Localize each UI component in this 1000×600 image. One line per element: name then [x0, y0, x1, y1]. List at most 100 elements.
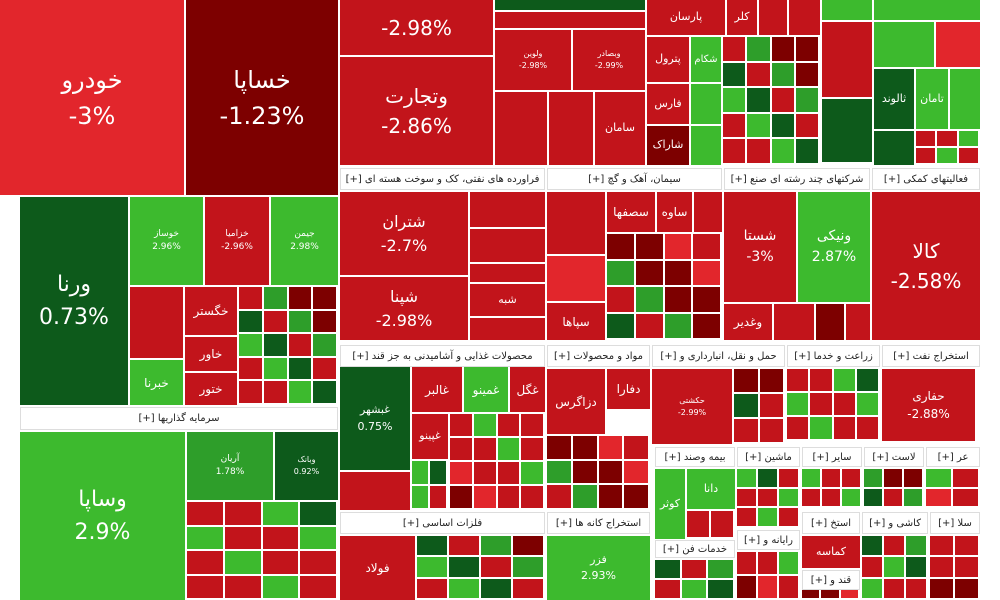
stock-tile[interactable] [262, 526, 299, 549]
stock-tile[interactable] [708, 560, 733, 578]
stock-tile[interactable]: کلر [727, 0, 757, 35]
stock-tile[interactable] [687, 511, 709, 537]
stock-tile[interactable] [450, 438, 472, 460]
stock-tile[interactable] [747, 139, 770, 163]
stock-tile[interactable]: شتران -2.7% [340, 192, 468, 275]
stock-tile[interactable] [430, 461, 446, 484]
stock-tile[interactable] [779, 552, 798, 574]
stock-tile[interactable] [795, 139, 818, 163]
stock-tile[interactable] [681, 580, 707, 598]
stock-tile[interactable] [300, 575, 336, 598]
sector-header[interactable]: رایانه و [+] [737, 530, 800, 550]
stock-tile[interactable] [449, 536, 479, 556]
stock-tile[interactable] [547, 460, 571, 484]
stock-tile[interactable] [795, 113, 818, 138]
stock-tile[interactable] [263, 334, 287, 356]
stock-tile[interactable] [547, 192, 605, 254]
stock-tile[interactable] [930, 578, 953, 598]
stock-tile[interactable] [953, 469, 978, 487]
stock-tile[interactable] [263, 357, 287, 380]
stock-tile[interactable] [711, 511, 733, 537]
stock-tile[interactable] [955, 557, 978, 577]
stock-tile[interactable]: غالبر [412, 367, 462, 412]
stock-tile[interactable] [412, 461, 428, 484]
stock-tile[interactable] [862, 536, 882, 556]
stock-tile[interactable] [747, 88, 770, 112]
stock-tile[interactable] [635, 313, 663, 338]
stock-tile[interactable] [693, 287, 720, 312]
stock-tile[interactable]: ولوین -2.98% [495, 30, 571, 90]
stock-tile[interactable] [937, 131, 957, 146]
stock-tile[interactable] [771, 62, 794, 87]
stock-tile[interactable] [747, 113, 770, 138]
stock-tile[interactable] [572, 485, 597, 508]
stock-tile[interactable] [187, 526, 223, 549]
stock-tile[interactable] [300, 551, 336, 574]
stock-tile[interactable] [495, 92, 547, 165]
stock-tile[interactable] [635, 234, 663, 259]
stock-tile[interactable]: پترول [647, 37, 689, 82]
stock-tile[interactable] [810, 369, 832, 391]
stock-tile[interactable] [470, 229, 545, 262]
stock-tile[interactable] [937, 148, 957, 163]
stock-tile[interactable] [906, 536, 926, 556]
stock-tile[interactable] [810, 393, 832, 415]
stock-tile[interactable] [862, 557, 882, 577]
stock-tile[interactable] [856, 393, 878, 415]
stock-tile[interactable] [955, 536, 978, 556]
stock-tile[interactable] [758, 488, 777, 507]
stock-tile[interactable] [795, 62, 818, 87]
stock-tile[interactable] [787, 369, 809, 391]
stock-tile[interactable] [737, 488, 756, 507]
stock-tile[interactable]: خگستر [185, 287, 237, 335]
sector-header[interactable]: شرکتهای چند رشته ای صنع [+] [724, 168, 870, 190]
stock-tile[interactable] [449, 578, 479, 598]
sector-header[interactable]: لاست [+] [864, 447, 924, 467]
stock-tile[interactable] [598, 460, 623, 484]
stock-tile[interactable]: شپنا -2.98% [340, 277, 468, 340]
stock-tile[interactable]: غبشهر 0.75% [340, 367, 410, 470]
stock-tile[interactable]: کالا -2.58% [872, 192, 980, 340]
stock-tile[interactable] [874, 131, 914, 165]
stock-tile[interactable] [884, 536, 904, 556]
stock-tile[interactable] [842, 469, 860, 487]
stock-tile[interactable] [547, 436, 571, 459]
stock-tile[interactable] [497, 438, 520, 460]
stock-tile[interactable] [239, 381, 262, 403]
stock-tile[interactable] [224, 502, 261, 525]
stock-tile[interactable] [263, 310, 287, 333]
stock-tile[interactable] [734, 419, 758, 442]
sector-header[interactable]: سرمایه گذاریها [+] [20, 407, 338, 430]
stock-tile[interactable] [430, 485, 446, 508]
stock-tile[interactable] [470, 192, 545, 227]
stock-tile[interactable] [693, 313, 720, 338]
stock-tile[interactable] [691, 126, 721, 165]
stock-tile[interactable] [549, 92, 593, 165]
sector-header[interactable]: حمل و نقل، انبارداری و [+] [652, 345, 785, 367]
stock-tile[interactable] [787, 417, 809, 439]
stock-tile[interactable] [864, 488, 882, 506]
stock-tile[interactable] [904, 488, 922, 506]
stock-tile[interactable] [262, 502, 299, 525]
stock-tile[interactable]: کوثر [655, 469, 685, 539]
stock-tile[interactable] [655, 560, 680, 578]
sector-header[interactable]: فعالیتهای کمکی [+] [872, 168, 980, 190]
stock-tile[interactable] [495, 0, 645, 10]
stock-tile[interactable] [187, 575, 223, 598]
stock-tile[interactable]: شبه [470, 284, 545, 316]
stock-tile[interactable]: خزامیا -2.96% [205, 197, 269, 285]
stock-tile[interactable] [450, 486, 472, 508]
stock-tile[interactable] [816, 304, 844, 340]
stock-tile[interactable] [822, 488, 840, 506]
sector-header[interactable]: سلا [+] [930, 512, 980, 534]
stock-tile[interactable] [513, 557, 543, 577]
stock-tile[interactable]: ثالوند [874, 69, 914, 129]
stock-tile[interactable] [607, 287, 634, 312]
stock-tile[interactable] [481, 557, 511, 577]
stock-tile[interactable] [694, 192, 722, 232]
stock-tile[interactable] [723, 88, 746, 112]
stock-tile[interactable] [802, 488, 820, 506]
stock-tile[interactable] [759, 0, 787, 35]
stock-tile[interactable] [737, 552, 756, 574]
stock-tile[interactable] [747, 62, 770, 87]
